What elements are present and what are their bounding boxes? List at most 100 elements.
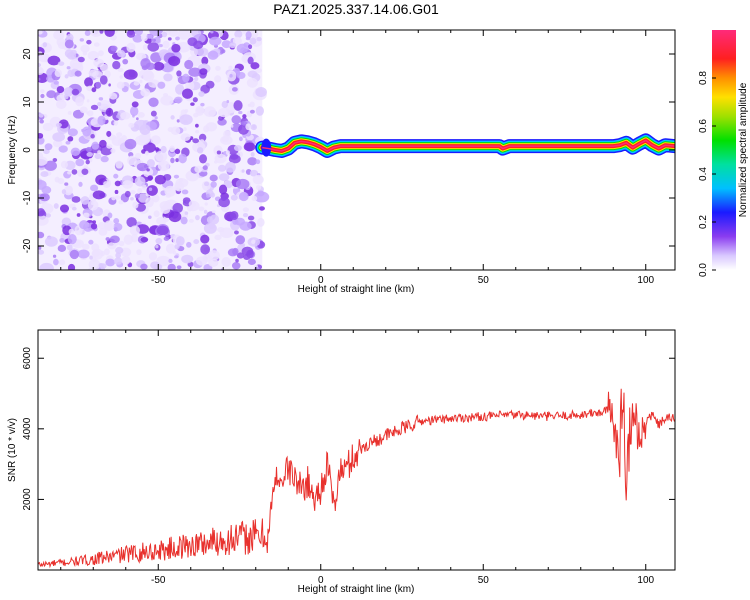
noise-blob (129, 225, 141, 236)
noise-blob (103, 222, 113, 230)
noise-blob (117, 67, 124, 73)
noise-blob (214, 75, 222, 83)
noise-blob (38, 208, 46, 217)
noise-blob (85, 146, 92, 153)
noise-blob (52, 139, 63, 148)
noise-blob (79, 38, 84, 42)
noise-blob (175, 236, 185, 246)
noise-blob (53, 258, 59, 266)
noise-blob (86, 99, 90, 103)
noise-blob (240, 121, 248, 126)
noise-blob (85, 159, 90, 165)
noise-blob (209, 214, 220, 225)
spectrogram-y-ticks: -20 -10 0 10 20 (22, 48, 675, 253)
noise-blob (140, 88, 151, 97)
noise-blob (200, 102, 205, 107)
figure-title: PAZ1.2025.337.14.06.G01 (273, 1, 439, 17)
noise-blob (67, 128, 78, 137)
noise-blob (238, 191, 249, 202)
noise-blob (165, 243, 176, 254)
noise-blob (44, 236, 58, 247)
noise-blob (157, 81, 166, 89)
noise-blob (105, 237, 110, 241)
noise-blob (103, 248, 110, 256)
noise-blob (199, 139, 205, 143)
colorbar-ticks: 0.0 0.2 0.4 0.6 0.8 (698, 71, 716, 277)
noise-blob (242, 213, 249, 218)
noise-blob (247, 56, 254, 65)
noise-blob (225, 180, 233, 189)
noise-blob (87, 110, 94, 117)
noise-blob (156, 255, 171, 267)
spectrogram-x-tick-label: -50 (151, 275, 166, 286)
noise-blob (160, 204, 171, 215)
noise-blob (131, 101, 139, 108)
noise-blob (168, 258, 173, 263)
noise-blob (177, 30, 191, 40)
noise-blob (236, 252, 245, 259)
noise-blob (75, 158, 85, 167)
noise-blob (79, 220, 89, 230)
noise-blob (255, 185, 262, 190)
noise-blob (238, 110, 243, 115)
noise-blob (251, 239, 256, 245)
noise-blob (135, 135, 150, 146)
noise-blob (122, 58, 129, 65)
noise-blob (57, 178, 65, 184)
noise-blob (204, 181, 210, 187)
noise-blob (98, 228, 108, 236)
noise-blob (76, 213, 81, 217)
noise-blob (103, 181, 110, 187)
noise-blob (194, 165, 203, 174)
noise-blob (80, 196, 90, 205)
noise-blob (112, 222, 123, 232)
noise-blob (205, 80, 215, 89)
noise-blob (249, 101, 255, 108)
noise-blob (188, 200, 196, 208)
noise-blob (115, 252, 122, 259)
noise-blob (225, 150, 230, 156)
noise-blob (175, 84, 185, 95)
noise-blob (255, 159, 261, 165)
noise-blob (143, 142, 156, 153)
noise-blob (238, 136, 243, 142)
noise-blob (161, 31, 168, 38)
noise-blob (59, 237, 65, 243)
noise-blob (41, 186, 52, 194)
noise-blob (82, 50, 88, 56)
noise-blob (135, 117, 139, 121)
noise-blob (127, 155, 137, 166)
noise-blob (214, 153, 227, 164)
noise-blob (84, 77, 93, 88)
noise-blob (90, 184, 99, 192)
noise-blob (79, 106, 88, 114)
noise-blob (126, 42, 136, 53)
spectrogram-x-tick-label: 50 (478, 275, 490, 286)
noise-blob (42, 42, 48, 48)
noise-blob (154, 36, 161, 44)
spectrogram-x-ticks: -50 0 50 100 (60, 30, 655, 286)
noise-blob (38, 136, 45, 145)
noise-blob (151, 38, 156, 42)
noise-blob (151, 194, 160, 203)
noise-blob (66, 244, 73, 251)
noise-blob (106, 130, 112, 137)
noise-blob (242, 114, 247, 119)
noise-blob (123, 69, 138, 80)
noise-blob (199, 154, 208, 164)
noise-blob (98, 50, 104, 57)
noise-blob (47, 55, 61, 66)
noise-blob (115, 195, 121, 200)
noise-blob (241, 246, 254, 256)
noise-blob (258, 206, 265, 211)
colorbar-label: Normalized spectral amplitude (738, 82, 749, 217)
noise-blob (146, 185, 158, 196)
noise-blob (40, 171, 49, 177)
noise-blob (109, 92, 118, 100)
noise-blob (45, 213, 51, 218)
noise-blob (256, 190, 265, 197)
noise-blob (170, 157, 175, 164)
noise-blob (201, 56, 209, 65)
noise-blob (149, 30, 163, 36)
